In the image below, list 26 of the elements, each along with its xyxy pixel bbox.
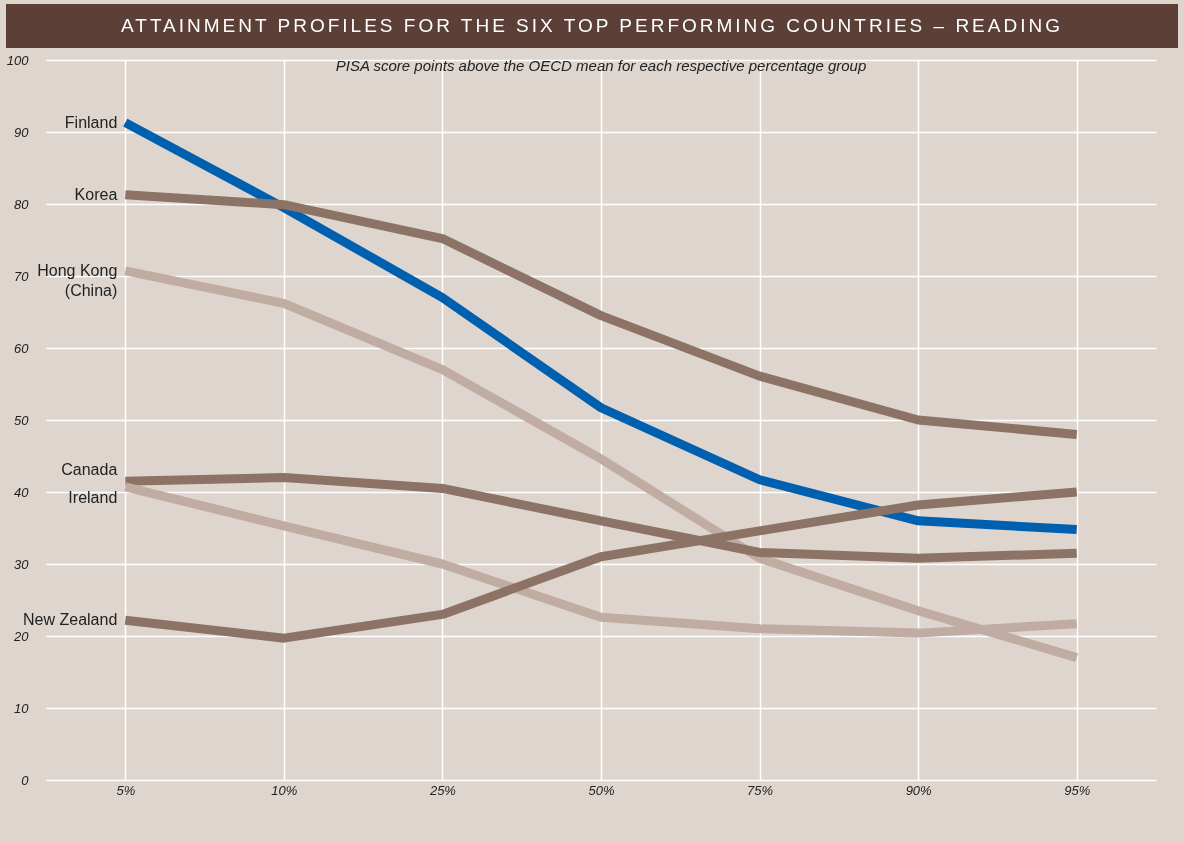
y-tick-label: 0 bbox=[21, 772, 30, 788]
x-tick-label: 75% bbox=[747, 782, 774, 798]
x-tick-label: 5% bbox=[116, 782, 136, 798]
series-label: Korea bbox=[74, 185, 118, 203]
series-label: New Zealand bbox=[23, 611, 118, 629]
y-tick-label: 100 bbox=[6, 52, 30, 68]
chart-title: ATTAINMENT PROFILES FOR THE SIX TOP PERFORMING COUNTRIES – READING bbox=[6, 4, 1178, 48]
x-tick-label: 25% bbox=[428, 782, 456, 798]
series-label: Hong Kong (China) bbox=[37, 261, 118, 299]
x-tick-label: 10% bbox=[271, 782, 298, 798]
y-tick-label: 60 bbox=[14, 340, 30, 356]
series-label: Ireland bbox=[68, 489, 118, 507]
y-tick-label: 80 bbox=[14, 196, 30, 212]
series-label: Finland bbox=[64, 113, 118, 131]
x-tick-label: 50% bbox=[588, 782, 615, 798]
x-tick-label: 90% bbox=[905, 782, 932, 798]
series-label: Canada bbox=[61, 460, 118, 478]
y-tick-label: 20 bbox=[13, 628, 30, 644]
y-tick-label: 90 bbox=[14, 124, 30, 140]
y-tick-label: 30 bbox=[14, 556, 30, 572]
chart-subtitle: PISA score points above the OECD mean for each respective percentage group bbox=[335, 57, 867, 74]
y-tick-label: 70 bbox=[14, 268, 30, 284]
y-tick-label: 50 bbox=[14, 412, 30, 428]
x-tick-label: 95% bbox=[1064, 782, 1091, 798]
y-tick-label: 10 bbox=[14, 700, 30, 716]
y-tick-label: 40 bbox=[14, 484, 30, 500]
